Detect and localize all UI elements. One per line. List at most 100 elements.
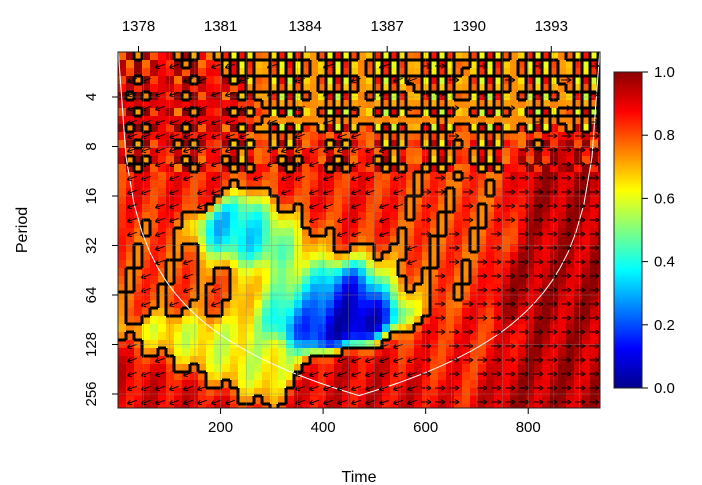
heatmap-cell: [158, 252, 167, 261]
heatmap-cell: [254, 212, 263, 221]
heatmap-cell: [278, 164, 287, 173]
heatmap-cell: [502, 172, 511, 181]
heatmap-cell: [206, 196, 215, 205]
heatmap-cell: [246, 292, 255, 301]
heatmap-cell: [190, 276, 199, 285]
heatmap-cell: [334, 252, 343, 261]
heatmap-cell: [598, 276, 600, 285]
heatmap-cell: [134, 76, 143, 85]
heatmap-cell: [550, 348, 559, 357]
heatmap-cell: [214, 372, 223, 381]
heatmap-cell: [278, 404, 287, 408]
phase-arrow: [210, 161, 221, 168]
heatmap-cell: [310, 324, 319, 333]
phase-arrow: [533, 231, 544, 237]
heatmap-cell: [254, 52, 263, 61]
heatmap-cell: [582, 172, 591, 181]
heatmap-cell: [598, 372, 600, 381]
heatmap-cell: [598, 236, 600, 245]
heatmap-cell: [222, 404, 231, 408]
heatmap-cell: [470, 404, 479, 408]
heatmap-cell: [222, 116, 231, 125]
heatmap-cell: [374, 52, 383, 61]
heatmap-cell: [478, 332, 487, 341]
heatmap-cell: [414, 308, 423, 317]
heatmap-cell: [534, 316, 543, 325]
heatmap-cell: [190, 228, 199, 237]
heatmap-cell: [222, 260, 231, 269]
heatmap-cell: [462, 204, 471, 213]
heatmap-cell: [310, 68, 319, 77]
heatmap-cell: [398, 380, 407, 389]
heatmap-cell: [390, 404, 399, 408]
heatmap-cell: [158, 52, 167, 61]
phase-arrow: [561, 147, 572, 153]
heatmap-cell: [462, 396, 471, 405]
heatmap-cell: [214, 388, 223, 397]
heatmap-cell: [246, 276, 255, 285]
heatmap-cell: [118, 292, 127, 301]
heatmap-cell: [198, 228, 207, 237]
heatmap-cell: [430, 204, 439, 213]
heatmap-cell: [198, 172, 207, 181]
heatmap-cell: [582, 324, 591, 333]
heatmap-cell: [190, 52, 199, 61]
heatmap-cell: [422, 380, 431, 389]
heatmap-cell: [126, 220, 135, 229]
heatmap-cell: [142, 196, 151, 205]
heatmap-cell: [598, 356, 600, 365]
heatmap-cell: [430, 380, 439, 389]
heatmap-cell: [374, 172, 383, 181]
heatmap-cell: [254, 348, 263, 357]
phase-arrow: [449, 231, 460, 237]
heatmap-cell: [526, 140, 535, 149]
heatmap-cell: [390, 212, 399, 221]
heatmap-cell: [438, 388, 447, 397]
heatmap-cell: [166, 348, 175, 357]
heatmap-cell: [446, 332, 455, 341]
heatmap-cell: [454, 268, 463, 277]
heatmap-cell: [150, 268, 159, 277]
heatmap-cell: [526, 156, 535, 165]
heatmap-cell: [534, 276, 543, 285]
top-tick-label: 1393: [535, 18, 568, 35]
heatmap-cell: [526, 252, 535, 261]
heatmap-cell: [526, 316, 535, 325]
phase-arrow: [322, 147, 333, 154]
heatmap-cell: [342, 100, 351, 109]
heatmap-cell: [558, 140, 567, 149]
heatmap-cell: [558, 196, 567, 205]
heatmap-cell: [422, 164, 431, 173]
heatmap-cell: [470, 348, 479, 357]
heatmap-cell: [118, 236, 127, 245]
heatmap-cell: [294, 116, 303, 125]
heatmap-cell: [262, 348, 271, 357]
heatmap-cell: [550, 404, 559, 408]
heatmap-cell: [134, 180, 143, 189]
heatmap-cell: [198, 220, 207, 229]
heatmap-cell: [326, 300, 335, 309]
heatmap-cell: [230, 388, 239, 397]
heatmap-cell: [230, 252, 239, 261]
heatmap-cell: [590, 60, 599, 69]
heatmap-cell: [150, 52, 159, 61]
phase-arrow: [182, 133, 193, 140]
heatmap-cell: [534, 388, 543, 397]
heatmap-cell: [158, 92, 167, 101]
heatmap-cell: [366, 300, 375, 309]
heatmap-cell: [246, 228, 255, 237]
heatmap-cell: [262, 148, 271, 157]
heatmap-cell: [166, 292, 175, 301]
heatmap-cell: [422, 172, 431, 181]
phase-arrow: [168, 217, 179, 224]
heatmap-cell: [494, 380, 503, 389]
heatmap-cell: [566, 364, 575, 373]
heatmap-cell: [342, 92, 351, 101]
heatmap-cell: [598, 212, 600, 221]
heatmap-cell: [398, 60, 407, 69]
heatmap-cell: [142, 348, 151, 357]
heatmap-cell: [598, 180, 600, 189]
heatmap-cell: [478, 92, 487, 101]
heatmap-cell: [238, 252, 247, 261]
heatmap-cell: [350, 380, 359, 389]
